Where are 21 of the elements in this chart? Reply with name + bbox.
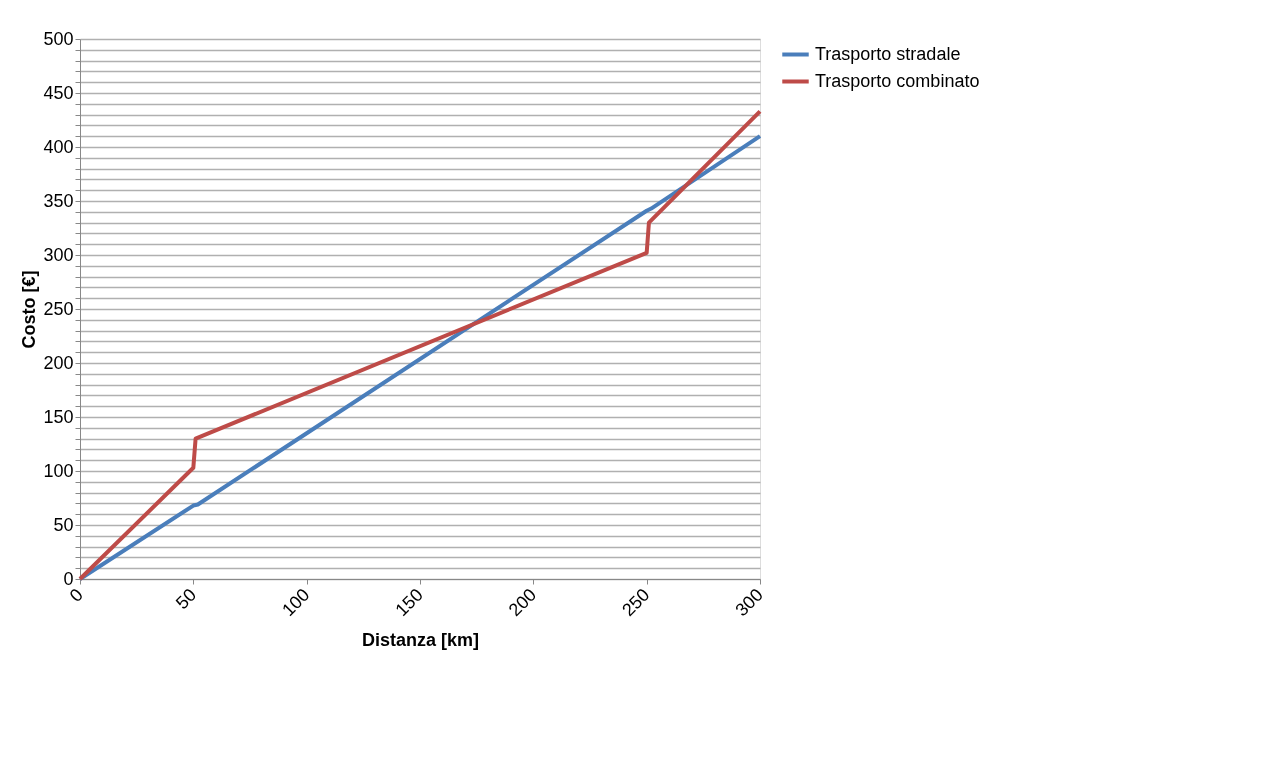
y-tick-label: 350 xyxy=(43,190,74,211)
x-tick-label: 250 xyxy=(618,584,654,621)
legend-label: Trasporto stradale xyxy=(815,43,961,64)
x-tick-label: 150 xyxy=(391,584,427,621)
y-tick-label: 500 xyxy=(43,28,74,49)
y-tick-label: 0 xyxy=(63,568,74,589)
y-tick-label: 150 xyxy=(43,406,74,427)
y-axis-title: Costo [€] xyxy=(19,270,40,349)
y-tick-label: 50 xyxy=(53,514,74,535)
y-tick-label: 450 xyxy=(43,82,74,103)
y-tick-label: 200 xyxy=(43,352,74,373)
x-tick-label: 50 xyxy=(171,584,201,614)
y-tick-label: 400 xyxy=(43,136,74,157)
y-tick-label: 250 xyxy=(43,298,74,319)
y-tick-label: 300 xyxy=(43,244,74,265)
x-tick-label: 100 xyxy=(278,584,314,621)
y-tick-label: 100 xyxy=(43,460,74,481)
legend-label: Trasporto combinato xyxy=(815,70,980,91)
x-tick-label: 200 xyxy=(504,584,541,621)
x-axis-title: Distanza [km] xyxy=(361,630,480,651)
x-tick-label: 300 xyxy=(731,584,767,621)
